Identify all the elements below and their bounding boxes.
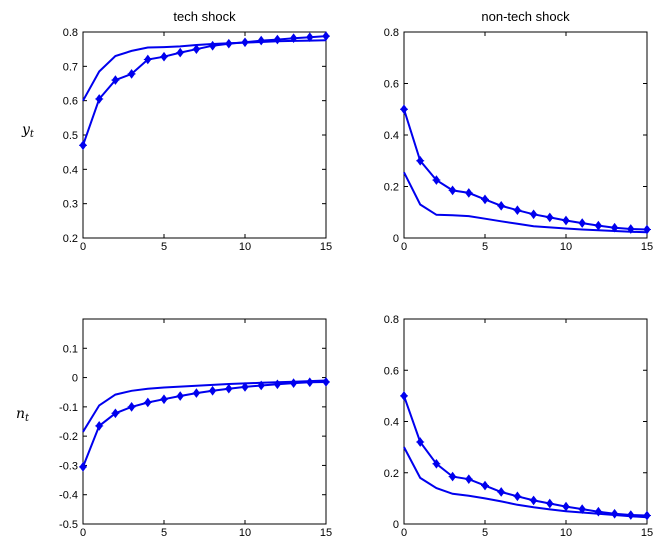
row-labels: yt nt <box>16 122 35 424</box>
x-tick-label: 10 <box>560 527 572 539</box>
y-tick-label: 0.1 <box>63 343 78 355</box>
y-tick-label: 0.6 <box>63 96 78 108</box>
y-tick-label: 0.3 <box>63 199 78 211</box>
x-tick-label: 10 <box>239 527 251 539</box>
y-tick-label: -0.1 <box>59 402 78 414</box>
x-tick-label: 0 <box>401 241 407 253</box>
series-line-0 <box>82 381 327 468</box>
y-tick-label: 0 <box>393 233 399 245</box>
y-tick-label: -0.5 <box>59 519 78 531</box>
row-label-n: nt <box>16 406 30 424</box>
panel-tech-shock-output: tech shock 0 5 10 15 0.2 0.3 0.4 0.5 0.6 0.7 0.8 <box>63 9 332 253</box>
y-tick-label: 0.8 <box>384 27 399 39</box>
y-tick-label: 0.4 <box>384 417 399 429</box>
y-tick-label: -0.2 <box>59 431 78 443</box>
row-label-y-sub: t <box>30 129 35 140</box>
y-tick-label: 0.2 <box>63 233 78 245</box>
row-label-n-main: n <box>16 406 25 422</box>
y-tick-label: 0.8 <box>63 27 78 39</box>
chart-title: tech shock <box>173 9 236 24</box>
y-tick-label: 0.7 <box>63 61 78 73</box>
y-tick-label: -0.3 <box>59 460 78 472</box>
y-tick-label: 0.6 <box>384 365 399 377</box>
x-tick-label: 5 <box>482 241 488 253</box>
x-tick-label: 15 <box>320 241 332 253</box>
series-line-1 <box>82 379 327 433</box>
x-tick-label: 0 <box>80 241 86 253</box>
y-tick-label: -0.4 <box>59 490 78 502</box>
x-tick-label: 10 <box>560 241 572 253</box>
series-line-1 <box>403 171 648 234</box>
row-label-y-main: y <box>21 122 31 138</box>
x-tick-label: 15 <box>641 241 653 253</box>
x-tick-label: 0 <box>401 527 407 539</box>
x-tick-label: 15 <box>320 527 332 539</box>
y-tick-label: 0.8 <box>384 314 399 326</box>
panel-non-tech-shock-output: non-tech shock 0 5 10 15 0 0.2 0.4 0.6 0.8 <box>384 9 653 253</box>
x-tick-label: 5 <box>161 527 167 539</box>
y-tick-label: 0.2 <box>384 182 399 194</box>
series-line-1 <box>403 446 648 519</box>
axes-box <box>82 318 327 525</box>
panel-tech-shock-hours: 0 5 10 15 -0.5 -0.4 -0.3 -0.2 -0.1 0 0.1 <box>59 318 332 539</box>
x-tick-label: 10 <box>239 241 251 253</box>
y-tick-label: 0.6 <box>384 79 399 91</box>
series-line-0 <box>403 395 648 517</box>
y-tick-label: 0.4 <box>63 164 78 176</box>
x-tick-label: 5 <box>161 241 167 253</box>
series-line-1 <box>82 39 327 102</box>
axes-box <box>82 31 327 239</box>
row-label-n-sub: t <box>25 413 30 424</box>
x-tick-label: 15 <box>641 527 653 539</box>
x-tick-label: 0 <box>80 527 86 539</box>
axes-box <box>403 318 648 525</box>
y-tick-label: 0.5 <box>63 130 78 142</box>
x-tick-label: 5 <box>482 527 488 539</box>
y-tick-label: 0 <box>393 519 399 531</box>
panel-non-tech-shock-hours: 0 5 10 15 0 0.2 0.4 0.6 0.8 <box>384 314 653 539</box>
y-tick-label: 0.4 <box>384 130 399 142</box>
series-line-0 <box>403 108 648 231</box>
series-line-0 <box>82 35 327 146</box>
y-tick-label: 0 <box>72 373 78 385</box>
y-tick-label: 0.2 <box>384 468 399 480</box>
row-label-y: yt <box>21 122 35 140</box>
axes-box <box>403 31 648 239</box>
chart-title: non-tech shock <box>481 9 570 24</box>
